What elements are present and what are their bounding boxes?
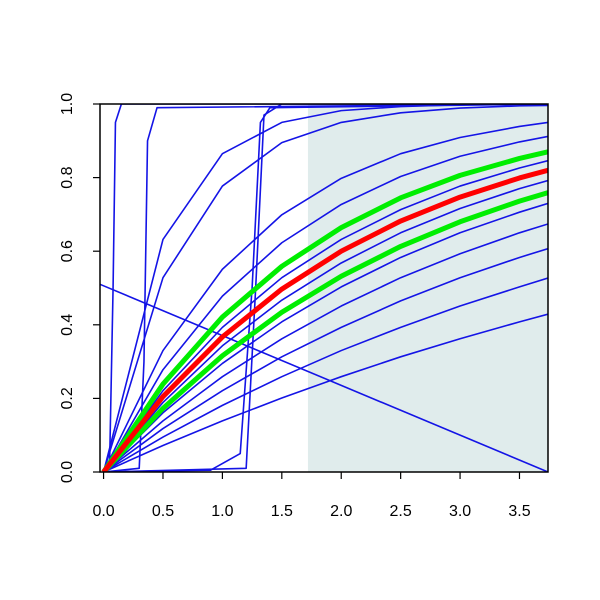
curve [102,159,548,472]
curve [102,104,548,472]
y-tick-label: 0.0 [59,461,76,483]
curve [102,121,548,472]
y-tick-label: 0.6 [59,240,76,262]
x-tick-label: 1.5 [271,503,293,520]
x-tick-label: 1.0 [211,503,233,520]
x-tick-label: 0.0 [92,503,114,520]
x-tick-label: 0.5 [152,503,174,520]
curve [102,135,548,472]
y-tick-label: 1.0 [59,93,76,115]
x-tick-label: 2.0 [330,503,352,520]
curve [102,179,548,472]
shaded-region [307,104,548,472]
x-tick-label: 3.5 [508,503,530,520]
y-tick-label: 0.8 [59,166,76,188]
curve [101,190,548,472]
plot-box [99,103,549,473]
curve [103,247,548,472]
x-tick-label: 3.0 [449,503,471,520]
curve [103,104,548,472]
curve [101,167,548,472]
curve [100,283,548,472]
curve [103,223,548,472]
y-tick-label: 0.2 [59,387,76,409]
curve [103,277,548,472]
curve [103,202,548,472]
x-tick-label: 2.5 [390,503,412,520]
curve [101,149,548,472]
curve [103,104,548,472]
curve [103,104,548,472]
curve [103,313,548,472]
y-tick-label: 0.4 [59,314,76,336]
